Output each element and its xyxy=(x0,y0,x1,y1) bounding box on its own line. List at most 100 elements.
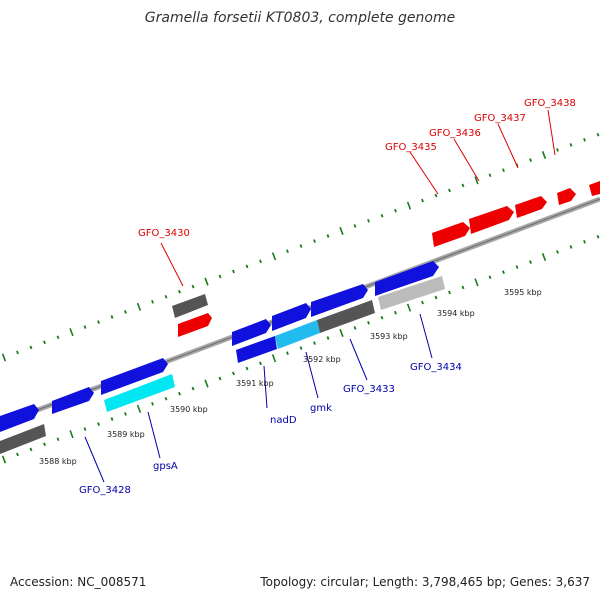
gene-gfo-3436[interactable] xyxy=(469,206,514,234)
minor-tick xyxy=(56,335,60,340)
minor-tick xyxy=(583,137,586,142)
gene-label[interactable]: GFO_3428 xyxy=(79,485,131,496)
minor-tick xyxy=(569,245,573,249)
label-leaders xyxy=(84,109,556,483)
inner-tick-row xyxy=(1,234,600,464)
minor-tick xyxy=(313,239,316,243)
gene-gfo-3433[interactable] xyxy=(317,300,375,333)
major-tick xyxy=(204,379,209,388)
gene-blue-3592b[interactable] xyxy=(311,284,368,317)
major-tick xyxy=(339,226,344,235)
minor-tick xyxy=(353,326,357,330)
minor-tick xyxy=(191,284,195,289)
minor-tick xyxy=(569,143,573,147)
minor-tick xyxy=(394,310,397,315)
top-label-group: GFO_3430 GFO_3435 GFO_3436 GFO_3437 GFO_… xyxy=(138,98,576,239)
gene-gfo-3435[interactable] xyxy=(432,222,470,247)
major-tick xyxy=(1,353,7,362)
minor-tick xyxy=(394,208,397,213)
minor-tick xyxy=(178,391,181,396)
gene-blue-3589[interactable] xyxy=(101,358,168,395)
kbp-label: 3594 kbp xyxy=(437,309,475,318)
bottom-strand-genes xyxy=(0,261,445,454)
gene-label[interactable]: GFO_3430 xyxy=(138,228,190,239)
minor-tick xyxy=(232,371,235,376)
gene-gfo-3434[interactable] xyxy=(378,276,445,310)
major-tick xyxy=(69,328,74,337)
gene-label[interactable]: GFO_3435 xyxy=(385,142,437,153)
minor-tick xyxy=(124,310,127,314)
minor-tick xyxy=(151,401,154,406)
kbp-label: 3588 kbp xyxy=(39,457,77,466)
gene-label[interactable]: gpsA xyxy=(153,461,178,472)
map-title: Gramella forsetii KT0803, complete genom… xyxy=(144,10,456,26)
minor-tick xyxy=(434,193,438,198)
minor-tick xyxy=(448,188,451,193)
minor-tick xyxy=(461,183,465,188)
kbp-label: 3592 kbp xyxy=(303,355,341,364)
minor-tick xyxy=(488,275,492,280)
gene-label[interactable]: GFO_3438 xyxy=(524,98,576,109)
minor-tick xyxy=(232,269,235,274)
minor-tick xyxy=(83,325,87,329)
major-tick xyxy=(1,455,7,464)
gene-label[interactable]: GFO_3433 xyxy=(343,384,395,395)
major-tick xyxy=(136,302,142,311)
gene-blue-3592a[interactable] xyxy=(272,303,311,331)
minor-tick xyxy=(259,361,262,366)
kbp-label: 3590 kbp xyxy=(170,405,208,414)
gene-gfo-3430-red[interactable] xyxy=(178,313,212,337)
minor-tick xyxy=(421,198,424,203)
major-tick xyxy=(406,303,412,312)
minor-tick xyxy=(596,234,600,239)
minor-tick xyxy=(380,213,384,218)
minor-tick xyxy=(529,260,532,264)
major-tick xyxy=(69,430,74,439)
minor-tick xyxy=(16,452,19,457)
major-tick xyxy=(541,151,547,159)
gene-gfo-3437[interactable] xyxy=(515,196,547,218)
minor-tick xyxy=(43,340,46,345)
gene-gmk[interactable] xyxy=(275,320,320,349)
minor-tick xyxy=(313,341,316,345)
gene-label[interactable]: GFO_3436 xyxy=(429,128,481,139)
gene-label[interactable]: GFO_3437 xyxy=(474,113,526,124)
minor-tick xyxy=(488,173,492,178)
gene-gfo-3428[interactable] xyxy=(52,387,94,414)
minor-tick xyxy=(259,259,262,264)
gene-label[interactable]: nadD xyxy=(270,415,297,426)
minor-tick xyxy=(461,285,465,290)
major-tick xyxy=(406,201,412,210)
minor-tick xyxy=(245,366,249,371)
bottom-label-group: GFO_3428 gpsA nadD gmk GFO_3433 GFO_3434 xyxy=(79,362,462,496)
minor-tick xyxy=(16,350,19,355)
gene-gpsa[interactable] xyxy=(104,374,175,412)
gene-gfo-3438[interactable] xyxy=(557,188,576,205)
minor-tick xyxy=(353,224,357,228)
major-tick xyxy=(541,253,547,261)
kbp-label: 3591 kbp xyxy=(236,379,274,388)
gene-left-gray[interactable] xyxy=(0,424,46,454)
minor-tick xyxy=(380,315,384,320)
outer-tick-row xyxy=(1,132,600,362)
gene-nadd[interactable] xyxy=(236,336,277,363)
major-tick xyxy=(474,176,479,185)
minor-tick xyxy=(29,345,33,350)
gene-label[interactable]: GFO_3434 xyxy=(410,362,462,373)
gene-gfo-3430-gray[interactable] xyxy=(172,294,208,318)
gene-blue-3594[interactable] xyxy=(375,261,439,296)
gene-blue-3591a[interactable] xyxy=(232,319,271,346)
gene-label[interactable]: gmk xyxy=(310,403,332,414)
minor-tick xyxy=(448,290,451,295)
minor-tick xyxy=(218,376,222,381)
major-tick xyxy=(271,354,277,363)
minor-tick xyxy=(97,422,100,426)
gene-edge-red[interactable] xyxy=(589,181,600,196)
gene-left-blue[interactable] xyxy=(0,404,39,432)
minor-tick xyxy=(529,158,532,162)
minor-tick xyxy=(286,351,289,356)
minor-tick xyxy=(151,299,154,304)
minor-tick xyxy=(421,300,424,305)
minor-tick xyxy=(164,294,168,299)
